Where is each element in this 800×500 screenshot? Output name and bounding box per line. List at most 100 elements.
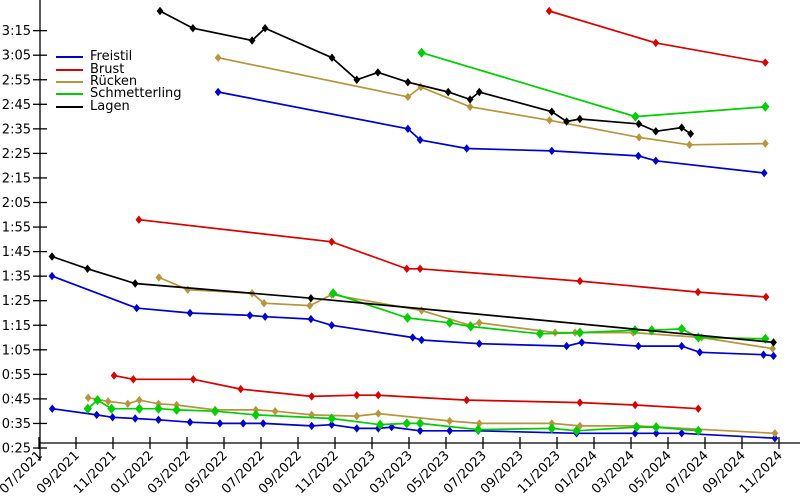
data-point-marker [131,414,139,423]
legend-line-swatch-schmetterling [56,93,83,96]
data-point-marker [328,53,336,62]
data-point-marker [475,87,483,97]
series-line [113,374,699,410]
data-point-marker [186,418,194,427]
data-point-marker [635,133,643,142]
data-point-marker [770,351,777,361]
data-point-marker [652,127,660,136]
y-tick-label: 2:45 [2,98,31,113]
data-point-marker [328,420,336,429]
data-point-marker [109,413,116,422]
legend-label: Rücken [90,73,138,89]
data-point-marker [172,404,181,415]
data-point-marker [762,292,770,302]
data-point-marker [135,403,144,414]
legend-item-ruecken: Rücken [56,73,182,89]
series-ruecken-top [214,53,769,149]
y-tick-label: 2:05 [2,196,31,211]
series-line [217,56,766,146]
legend-label: Schmetterling [90,86,182,102]
data-point-marker [678,429,686,438]
legend-item-schmetterling: Schmetterling [56,86,182,102]
data-point-marker [155,415,162,424]
series-line [51,275,774,357]
data-point-marker [548,146,556,156]
series-line [159,10,692,135]
data-point-marker [246,311,254,320]
data-point-marker [576,398,584,407]
y-tick-label: 1:05 [2,343,31,358]
data-point-marker [652,422,661,433]
y-tick-label: 1:15 [2,319,31,334]
legend-label: Freistil [90,49,133,65]
data-point-marker [760,168,768,178]
legend-line-swatch-ruecken [56,80,83,83]
data-point-marker [210,406,220,417]
data-point-marker [308,421,316,431]
y-tick-label: 2:55 [2,73,31,88]
data-point-marker [129,375,137,384]
data-point-marker [446,416,454,426]
data-point-marker [761,139,769,148]
data-point-marker [444,87,452,97]
data-point-marker [155,273,163,282]
data-point-marker [84,264,91,273]
data-point-marker [463,395,471,405]
data-point-marker [261,312,269,321]
data-point-marker [402,418,411,429]
series-schmetterling-bottom [83,395,703,436]
data-point-marker [463,144,471,153]
data-point-marker [475,419,483,428]
data-point-marker [110,371,118,380]
data-point-marker [156,6,164,16]
series-schmetterling-top [417,47,770,122]
data-point-marker [418,306,425,315]
data-point-marker [474,424,483,435]
data-point-marker [353,411,361,421]
data-point-marker [635,119,643,129]
data-point-marker [652,156,660,165]
data-point-marker [416,264,424,273]
data-point-marker [329,288,338,299]
series-line [548,10,766,64]
data-point-marker [416,426,424,435]
legend-item-freistil: Freistil [56,49,182,65]
data-point-marker [328,321,336,330]
data-point-marker [694,425,703,436]
y-tick-label: 0:55 [2,368,31,383]
data-point-marker [694,404,702,413]
series-brust-middle [135,215,770,302]
data-point-marker [769,344,777,353]
data-point-marker [186,308,194,318]
legend-line-swatch-freistil [56,56,83,59]
legend-item-brust: Brust [56,63,182,76]
data-point-marker [576,276,584,286]
data-point-marker [686,140,693,149]
data-point-marker [409,333,417,342]
data-point-marker [696,348,704,357]
data-point-marker [189,375,197,384]
data-point-marker [678,341,686,351]
data-point-marker [694,287,702,297]
data-point-marker [635,151,642,161]
data-point-marker [307,294,315,303]
data-point-marker [93,395,102,406]
data-point-marker [135,395,143,405]
y-tick-label: 2:25 [2,147,31,162]
data-point-marker [771,434,779,443]
data-point-marker [214,87,222,97]
data-point-marker [475,339,483,348]
data-point-marker [135,215,143,224]
series-line [87,399,699,432]
data-point-marker [563,341,570,351]
data-point-marker [547,423,556,434]
data-point-marker [239,419,247,428]
data-point-marker [415,418,425,429]
data-point-marker [403,264,411,273]
data-point-marker [104,397,112,406]
axes [39,0,800,461]
data-point-marker [548,107,556,116]
data-point-marker [771,429,779,438]
